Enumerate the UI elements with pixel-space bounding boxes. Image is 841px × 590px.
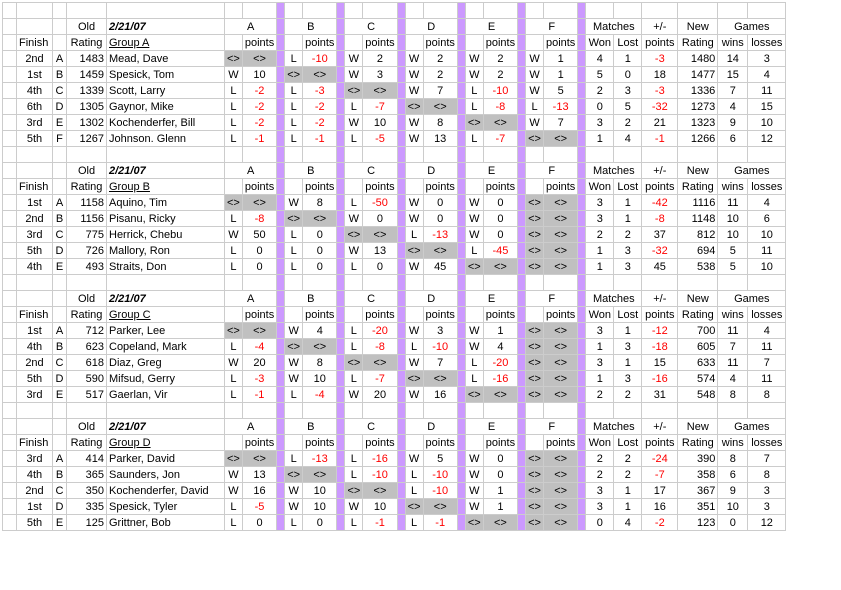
results-table: Old2/21/07ABCDEFMatches+/-NewGamesFinish… — [2, 2, 786, 531]
player-row: 4thE493Straits, DonL0L0L0W45<><><><>1345… — [3, 259, 786, 275]
player-row: 3rdA414Parker, David<><>L-13L-16W5W0<><>… — [3, 451, 786, 467]
player-row: 5thE125Grittner, BobL0L0L-1L-1<><><><>04… — [3, 515, 786, 531]
player-row: 2ndC618Diaz, GregW20W8<><>W7L-20<><>3115… — [3, 355, 786, 371]
player-row: 4thB365Saunders, JonW13<><>L-10L-10W0<><… — [3, 467, 786, 483]
player-row: 5thD726Mallory, RonL0L0W13<><>L-45<><>13… — [3, 243, 786, 259]
player-row: 3rdC775Herrick, ChebuW50L0<><>L-13W0<><>… — [3, 227, 786, 243]
player-row: 2ndC350Kochenderfer, DavidW16W10<><>L-10… — [3, 483, 786, 499]
player-row: 2ndB1156Pisanu, RickyL-8<><>W0W0W0<><>31… — [3, 211, 786, 227]
player-row: 1stA712Parker, Lee<><>W4L-20W3W1<><>31-1… — [3, 323, 786, 339]
player-row: 1stD335Spesick, TylerL-5W10W10<><>W1<><>… — [3, 499, 786, 515]
player-row: 5thF1267Johnson. GlennL-1L-1L-5W13L-7<><… — [3, 131, 786, 147]
player-row: 3rdE517Gaerlan, VirL-1L-4W20W16<><><><>2… — [3, 387, 786, 403]
player-row: 1stA1158Aquino, Tim<><>W8L-50W0W0<><>31-… — [3, 195, 786, 211]
player-row: 3rdE1302Kochenderfer, BillL-2L-2W10W8<><… — [3, 115, 786, 131]
player-row: 4thB623Copeland, MarkL-4<><>L-8L-10W4<><… — [3, 339, 786, 355]
player-row: 6thD1305Gaynor, MikeL-2L-2L-7<><>L-8L-13… — [3, 99, 786, 115]
player-row: 1stB1459Spesick, TomW10<><>W3W2W2W150181… — [3, 67, 786, 83]
player-row: 4thC1339Scott, LarryL-2L-3<><>W7L-10W523… — [3, 83, 786, 99]
player-row: 2ndA1483Mead, Dave<><>L-10W2W2W2W141-314… — [3, 51, 786, 67]
player-row: 5thD590Mifsud, GerryL-3W10L-7<><>L-16<><… — [3, 371, 786, 387]
